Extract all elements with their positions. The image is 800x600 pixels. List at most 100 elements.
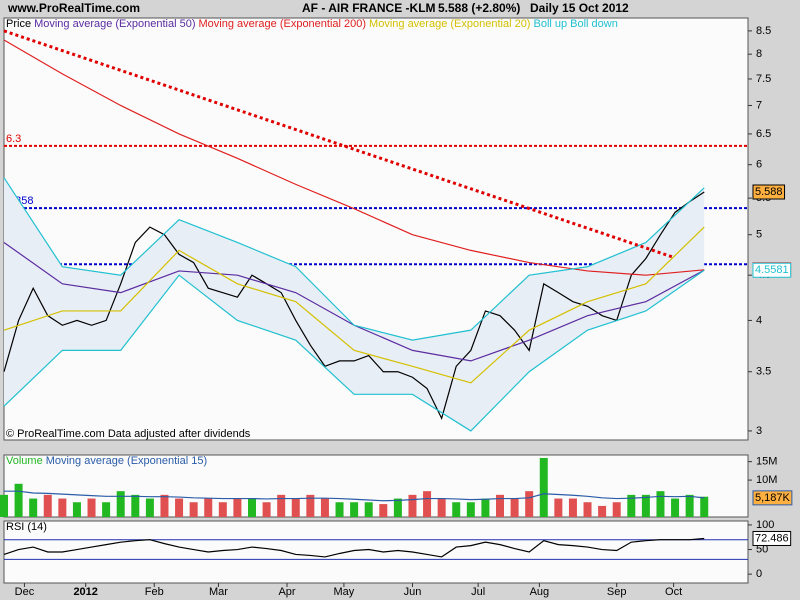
y-tick-label: 15M <box>756 456 777 468</box>
legend-entry: RSI (14) <box>6 521 47 533</box>
volume-bar <box>568 498 577 517</box>
series-line <box>3 537 705 558</box>
volume-bar <box>598 505 607 517</box>
volume-bar <box>364 502 373 517</box>
x-tick-label: Sep <box>607 586 627 598</box>
legend-entry: Moving average (Exponential 20) <box>369 18 530 30</box>
volume-bar <box>393 498 402 517</box>
volume-bar <box>160 494 169 517</box>
volume-bar <box>379 504 388 517</box>
volume-bar <box>116 491 125 517</box>
series-line <box>3 269 705 432</box>
site-watermark: www.ProRealTime.com <box>7 1 140 15</box>
y-tick-label: 10M <box>756 474 777 486</box>
x-tick-label: Apr <box>278 586 295 598</box>
x-tick-label: Dec <box>15 586 35 598</box>
legend-entry: Moving average (Exponential 15) <box>46 455 207 467</box>
volume-bar <box>306 494 315 517</box>
volume-bar <box>437 498 446 517</box>
legend-entry: Boll down <box>570 18 618 30</box>
legend-entry: Moving average (Exponential 50) <box>34 18 195 30</box>
y-tick-label: 5 <box>756 229 762 241</box>
series-line <box>3 191 705 421</box>
volume-bar <box>350 502 359 517</box>
volume-bar <box>0 494 8 517</box>
end-label-box <box>752 184 786 200</box>
volume-bar <box>627 494 636 517</box>
volume-bar <box>671 498 680 517</box>
volume-bar <box>466 502 475 517</box>
volume-bar <box>218 502 227 517</box>
x-tick-label: 2012 <box>73 586 97 598</box>
volume-bar <box>262 502 271 517</box>
y-tick-label: 0 <box>756 568 762 580</box>
volume-bar <box>58 498 67 517</box>
volume-bar <box>685 494 694 517</box>
y-tick-label: 50 <box>756 543 768 555</box>
volume-bar <box>43 494 52 517</box>
x-tick-label: Jun <box>404 586 422 598</box>
end-label-box <box>752 262 792 278</box>
volume-bar <box>525 491 534 517</box>
volume-bar <box>452 502 461 517</box>
series-line <box>3 177 705 341</box>
period: Daily 15 Oct 2012 <box>530 1 629 15</box>
volume-bar <box>656 491 665 517</box>
volume-bar <box>204 498 213 517</box>
series-line <box>3 39 705 276</box>
footer-note: © ProRealTime.com Data adjusted after di… <box>6 428 251 440</box>
volume-bar <box>481 498 490 517</box>
x-tick-label: Oct <box>665 586 682 598</box>
y-tick-label: 6.5 <box>756 128 771 140</box>
x-tick-label: Jul <box>471 586 485 598</box>
x-tick-label: Aug <box>530 586 550 598</box>
volume-bar <box>189 502 198 517</box>
symbol: AF - AIR FRANCE -KLM <box>302 1 436 15</box>
volume-bar <box>423 491 432 517</box>
volume-bar <box>539 457 548 517</box>
plot-area <box>3 520 749 584</box>
y-tick-label: 4 <box>756 314 762 326</box>
volume-bar <box>72 502 81 517</box>
volume-bar <box>14 483 23 517</box>
y-tick-label: 7 <box>756 99 762 111</box>
volume-bar <box>335 502 344 517</box>
series-line <box>4 490 705 502</box>
y-tick-label: 100 <box>756 519 774 531</box>
legend-entry: Moving average (Exponential 200) <box>199 18 367 30</box>
y-tick-label: 6 <box>756 159 762 171</box>
volume-bar <box>131 494 140 517</box>
volume-bar <box>700 496 709 517</box>
volume-bar <box>496 494 504 517</box>
volume-bar <box>510 498 519 517</box>
y-tick-label: 8.5 <box>756 25 771 37</box>
end-label-box <box>752 490 793 506</box>
legend-entry: Volume <box>6 455 43 467</box>
volume-bar <box>320 498 329 517</box>
volume-bar <box>554 498 563 517</box>
y-tick-label: 3.5 <box>756 366 771 378</box>
series-line <box>3 226 705 384</box>
end-label: 5.588 <box>755 186 783 198</box>
level-label: 6.3 <box>6 133 21 145</box>
y-tick-label: 8 <box>756 48 762 60</box>
x-tick-label: Mar <box>209 586 228 598</box>
volume-bar <box>248 498 256 517</box>
legend-entry: Boll up <box>533 18 567 30</box>
end-label-box <box>752 530 792 546</box>
volume-bar <box>408 494 417 517</box>
quote: 5.588 (+2.80%) <box>438 1 520 15</box>
x-tick-label: Feb <box>145 586 164 598</box>
end-label: 72.486 <box>755 532 789 544</box>
volume-bar <box>291 498 300 517</box>
end-label: 5,187K <box>755 492 791 504</box>
y-tick-label: 7.5 <box>756 73 771 85</box>
volume-bar <box>233 498 242 517</box>
volume-bar <box>145 498 154 517</box>
volume-bar <box>612 502 621 517</box>
legend-entry: Price <box>6 18 31 30</box>
volume-bar <box>29 498 38 517</box>
volume-bar <box>102 502 111 517</box>
